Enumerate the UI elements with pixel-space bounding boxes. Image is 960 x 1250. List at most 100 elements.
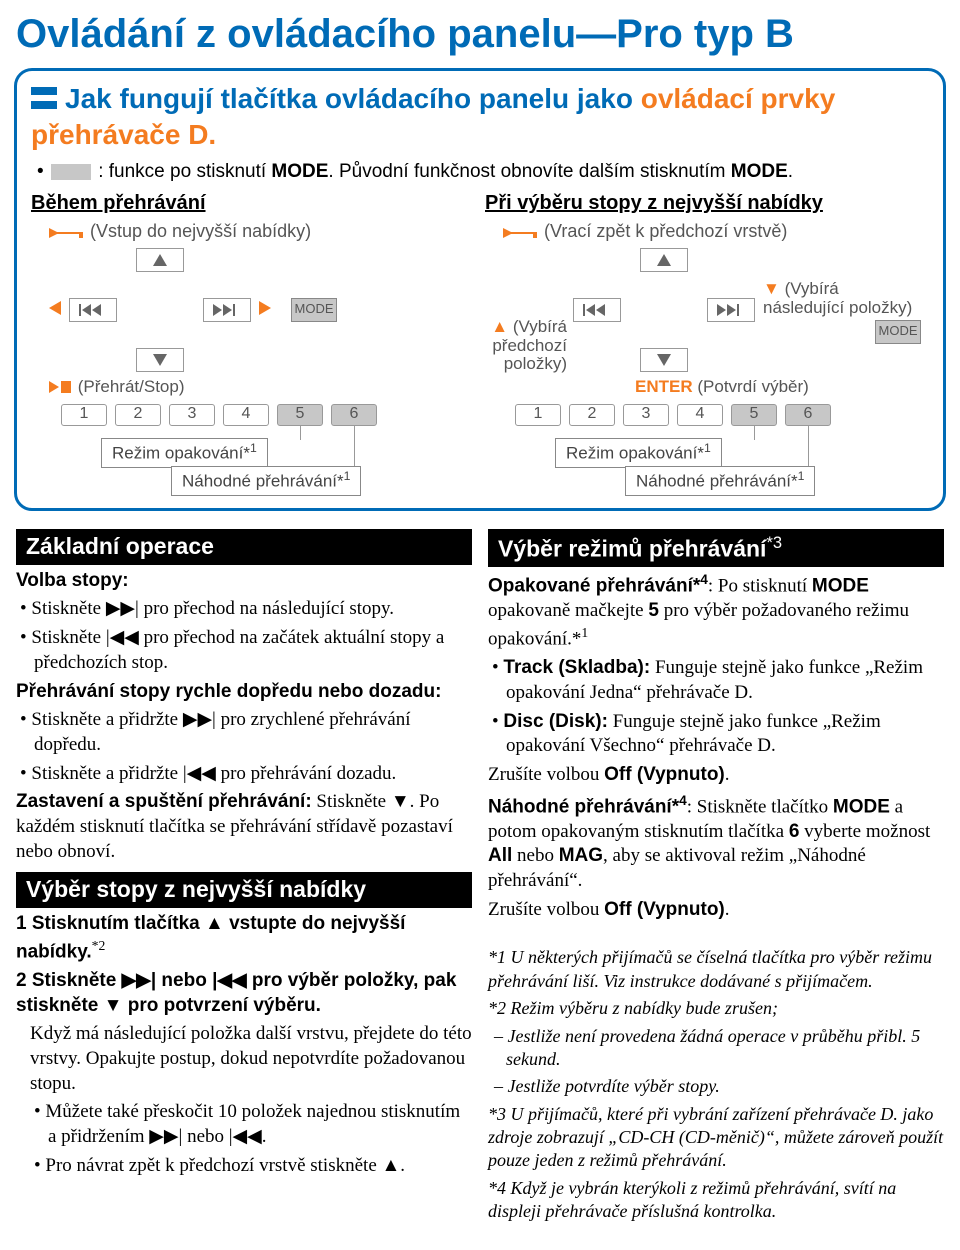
step-1: 1 Stisknutím tlačítka ▲ vstupte do nejvy… [16, 912, 472, 965]
play-modes-body: Opakované přehrávání*4: Po stisknutí MOD… [488, 571, 944, 922]
footnote-1: *1 U některých přijímačů se číselná tlač… [488, 946, 944, 993]
footnote-2a: *2 Režim výběru z nabídky bude zrušen; [488, 997, 944, 1020]
control-panel-box: Jak fungují tlačítka ovládacího panelu j… [14, 68, 946, 511]
subline-mode-2: MODE [731, 161, 788, 182]
num-btn-6r[interactable]: 6 [785, 404, 831, 426]
repeat-text-r: Režim opakování* [566, 444, 704, 463]
line-skip-10: Můžete také přeskočit 10 položek najedno… [16, 1100, 472, 1149]
back-arrow-icon [503, 226, 539, 240]
subline-mode-1: MODE [271, 161, 328, 182]
num-btn-5[interactable]: 5 [277, 404, 323, 426]
next-label: ▼ (Vybírá následující položky) [763, 280, 923, 317]
track-bullet: Track (Skladba): Funguje stejně jako fun… [488, 656, 944, 705]
orange-right-icon [259, 301, 273, 315]
r1mode: MODE [812, 576, 869, 597]
connector-line [354, 426, 355, 466]
repeat-mode-annot: Režim opakování*1 [101, 438, 268, 468]
f2c-text: Jestliže potvrdíte výběr stopy. [508, 1076, 720, 1096]
btn-down[interactable] [136, 348, 184, 372]
main-left-col: Základní operace Volba stopy: Stiskněte … [16, 521, 472, 1228]
prev-label: ▲ (Vybírá předchozí položky) [427, 318, 567, 374]
left-col-title: Během přehrávání [31, 190, 475, 216]
random-sup-r: 1 [798, 469, 805, 483]
num-btn-4r[interactable]: 4 [677, 404, 723, 426]
off-2: Off (Vypnuto) [604, 899, 725, 920]
sec-play-modes-sup: *3 [766, 533, 782, 552]
step-2-desc: Když má následující položka další vrstvu… [16, 1022, 472, 1096]
num-btn-1r[interactable]: 1 [515, 404, 561, 426]
stop-heading: Zastavení a spuštění přehrávání: [16, 791, 312, 812]
left-back-row: (Vstup do nejvyšší nabídky) [49, 220, 475, 243]
num-btn-5r[interactable]: 5 [731, 404, 777, 426]
btn-next-track[interactable] [203, 298, 251, 322]
enter-label-text: (Potvrdí výběr) [697, 377, 808, 396]
repeat-sup-r: 1 [704, 441, 711, 455]
random-play-annot: Náhodné přehrávání*1 [171, 466, 361, 496]
random-text: Náhodné přehrávání* [182, 472, 344, 491]
mode-button-left[interactable]: MODE [291, 298, 337, 322]
play-stop-text: (Přehrát/Stop) [78, 377, 185, 396]
page-headline: Ovládání z ovládacího panelu—Pro typ B [0, 0, 960, 64]
btn-up-r[interactable] [640, 248, 688, 272]
top-menu-body: 1 Stisknutím tlačítka ▲ vstupte do nejvy… [16, 912, 472, 1178]
r2b: : Stiskněte tlačítko [687, 796, 833, 817]
connector-line [754, 426, 755, 440]
btn-down-r[interactable] [640, 348, 688, 372]
line-return-up: Pro návrat zpět k předchozí vrstvě stisk… [16, 1154, 472, 1179]
r1sup: 4 [700, 572, 708, 587]
main-right-col: Výběr režimů přehrávání*3 Opakované přeh… [488, 521, 944, 1228]
btn-up[interactable] [136, 248, 184, 272]
mode-button-right[interactable]: MODE [875, 320, 921, 344]
r2sup: 4 [679, 793, 687, 808]
footnote-4: *4 Když je vybrán kterýkoli z režimů pře… [488, 1177, 944, 1224]
title-square-icon [31, 87, 57, 109]
right-annot-row: Režim opakování*1 Náhodné přehrávání*1 [515, 426, 929, 496]
main-columns: Základní operace Volba stopy: Stiskněte … [0, 521, 960, 1242]
num-btn-1[interactable]: 1 [61, 404, 107, 426]
cancel1-text: Zrušíte volbou [488, 764, 604, 785]
subline-a: : funkce po stisknutí [93, 161, 271, 182]
footnote-2c: – Jestliže potvrdíte výběr stopy. [488, 1075, 944, 1098]
disc-bullet: Disc (Disk): Funguje stejně jako funkce … [488, 710, 944, 759]
track-select-heading: Volba stopy: [16, 570, 129, 591]
enter-word: ENTER [635, 377, 693, 396]
line-next-track: Stiskněte ▶▶| pro přechod na následující… [16, 597, 472, 622]
num-btn-2[interactable]: 2 [115, 404, 161, 426]
num-btn-3r[interactable]: 3 [623, 404, 669, 426]
btn-next-track-r[interactable] [707, 298, 755, 322]
footnote-3: *3 U přijímačů, které při vybrání zaříze… [488, 1103, 944, 1173]
panel-columns: Během přehrávání (Vstup do nejvyšší nabí… [31, 190, 929, 495]
connector-line [300, 426, 301, 440]
r1five: 5 [648, 600, 659, 621]
r2six: 6 [789, 821, 800, 842]
repeat-text: Režim opakování* [112, 444, 250, 463]
step1-sup: *2 [92, 938, 106, 953]
subline-b: . Původní funkčnost obnovíte dalším stis… [328, 161, 730, 182]
fast-heading: Přehrávání stopy rychle dopředu nebo doz… [16, 681, 441, 702]
sec-basic-ops: Základní operace [16, 529, 472, 565]
right-diamond: ▲ (Vybírá předchozí položky) ▼ (Vybírá n… [485, 248, 929, 398]
play-stop-label: (Přehrát/Stop) [49, 376, 185, 398]
btn-prev-track[interactable] [69, 298, 117, 322]
panel-subline: • : funkce po stisknutí MODE. Původní fu… [37, 160, 929, 185]
next-label-text: (Vybírá následující položky) [763, 279, 912, 317]
random-text-r: Náhodné přehrávání* [636, 472, 798, 491]
num-btn-3[interactable]: 3 [169, 404, 215, 426]
random-play-para: Náhodné přehrávání*4: Stiskněte tlačítko… [488, 792, 944, 894]
r1b: : Po stisknutí [708, 576, 812, 597]
num-btn-4[interactable]: 4 [223, 404, 269, 426]
left-diamond: MODE (Přehrát/Stop) [31, 248, 475, 398]
mag: MAG [559, 845, 603, 866]
line-rw: Stiskněte a přidržte |◀◀ pro přehrávání … [16, 762, 472, 787]
subline-c: . [788, 161, 793, 182]
repeat-mode-annot-r: Režim opakování*1 [555, 438, 722, 468]
r2a: Náhodné přehrávání* [488, 796, 679, 817]
num-btn-6[interactable]: 6 [331, 404, 377, 426]
num-btn-2r[interactable]: 2 [569, 404, 615, 426]
right-back-row: (Vrací zpět k předchozí vrstvě) [503, 220, 929, 243]
btn-prev-track-r[interactable] [573, 298, 621, 322]
r1a: Opakované přehrávání* [488, 576, 700, 597]
sec-top-menu: Výběr stopy z nejvyšší nabídky [16, 872, 472, 908]
step-2: 2 Stiskněte ▶▶| nebo |◀◀ pro výběr polož… [16, 969, 472, 1018]
r1c: opakovaně mačkejte [488, 600, 648, 621]
